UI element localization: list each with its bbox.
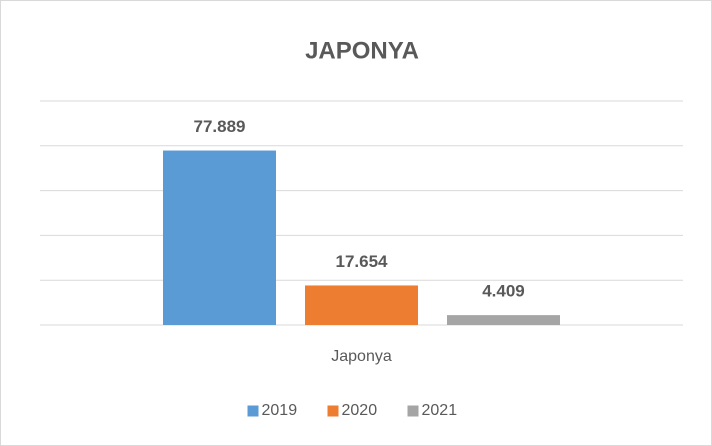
bar xyxy=(163,150,276,325)
legend-label: 2021 xyxy=(422,402,458,419)
bar xyxy=(305,285,418,325)
x-tick-label: Japonya xyxy=(331,348,392,365)
data-label: 77.889 xyxy=(194,117,246,136)
legend-swatch xyxy=(327,405,339,417)
bar xyxy=(447,315,560,325)
legend-swatch xyxy=(247,405,259,417)
legend-swatch xyxy=(407,405,419,417)
chart-title: JAPONYA xyxy=(305,37,419,64)
legend-label: 2020 xyxy=(342,402,378,419)
data-label: 17.654 xyxy=(336,252,389,271)
data-label: 4.409 xyxy=(482,282,525,301)
legend-label: 2019 xyxy=(262,402,298,419)
